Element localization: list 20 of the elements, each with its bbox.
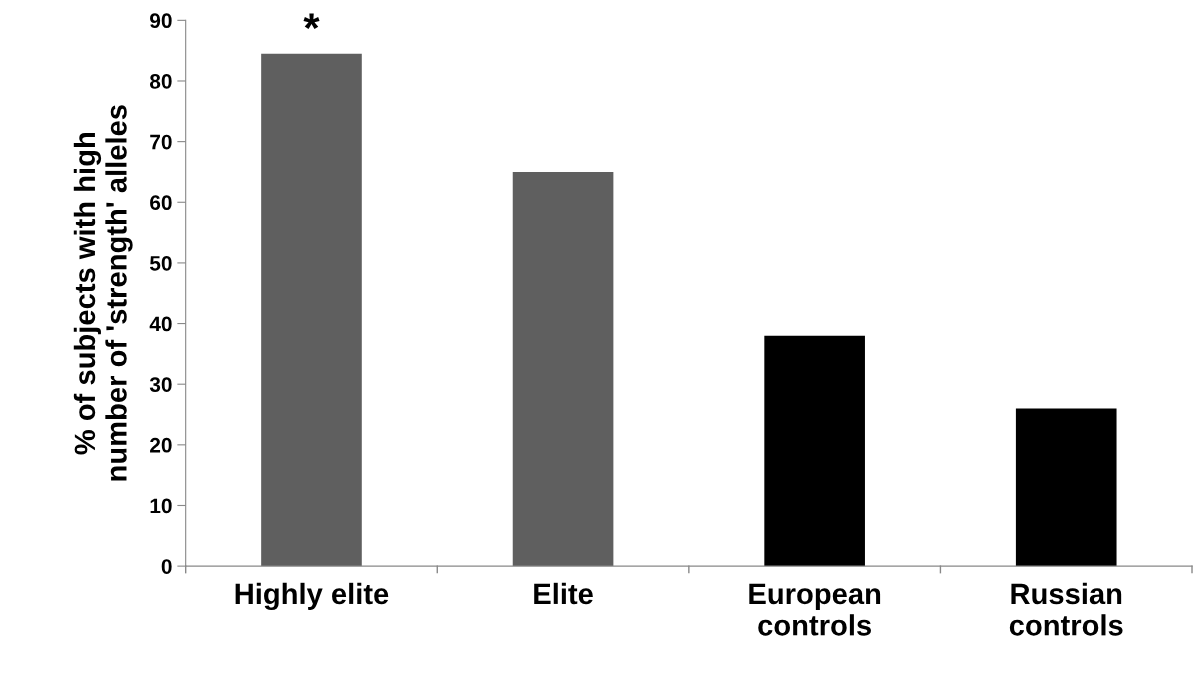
- y-tick-label: 0: [161, 559, 172, 574]
- y-tick-label: 50: [149, 255, 172, 271]
- y-axis-title: % of subjects with high number of 'strength' alleles: [73, 105, 133, 481]
- y-tick-label: 40: [149, 316, 172, 332]
- y-tick-label: 10: [150, 498, 172, 514]
- bar: [512, 171, 614, 567]
- y-tick-label: 60: [150, 195, 172, 211]
- y-tick-label: 90: [150, 13, 172, 29]
- x-tick-label: Highly elite: [235, 582, 389, 611]
- y-tick-label: 80: [149, 73, 172, 89]
- annotation: *: [303, 13, 320, 30]
- y-tick-label: 30: [149, 377, 172, 392]
- y-tick-label: 70: [150, 134, 172, 150]
- bar: [1015, 408, 1117, 567]
- x-tick-label: Russian controls: [1009, 582, 1123, 636]
- x-tick-label: Elite: [534, 582, 593, 605]
- x-tick-label: European controls: [749, 583, 881, 636]
- bar: [261, 53, 362, 567]
- bar: [764, 335, 865, 567]
- y-tick-label: 20: [150, 437, 172, 453]
